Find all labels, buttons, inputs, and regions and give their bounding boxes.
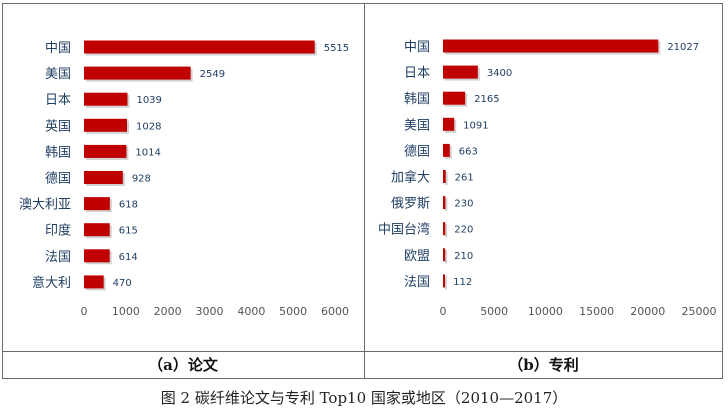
patent-value-label: 663: [459, 146, 478, 157]
paper-bar: [84, 144, 127, 158]
paper-category-label: 中国: [45, 41, 71, 56]
patent-bar: [443, 222, 446, 236]
patent-x-tick-label: 15000: [579, 305, 614, 318]
patent-bar-shadow: [445, 224, 448, 238]
patent-bar: [443, 196, 446, 210]
patent-value-label: 1091: [463, 120, 488, 131]
paper-bar: [84, 118, 128, 132]
patent-category-label: 欧盟: [404, 249, 430, 264]
paper-category-label: 德国: [45, 172, 71, 187]
patent-value-label: 261: [455, 173, 474, 184]
patent-bar-shadow: [445, 250, 448, 264]
patent-bar-shadow: [445, 172, 448, 185]
patent-category-label: 加拿大: [391, 170, 430, 186]
paper-bar: [84, 275, 104, 289]
patent-bar-shadow: [445, 276, 447, 290]
patent-x-tick-label: 10000: [528, 305, 563, 318]
paper-bar: [84, 171, 123, 184]
paper-x-tick-label: 4000: [237, 305, 265, 318]
chart-papers: 中国 5515 美国 2549 日本 1039 英国 1028 韩国 1014 德国 928 澳大利亚 6…: [19, 40, 349, 318]
patent-value-label: 2165: [474, 94, 499, 105]
paper-value-label: 1028: [136, 121, 161, 132]
patent-value-label: 210: [454, 251, 473, 262]
patent-category-label: 德国: [404, 144, 430, 159]
paper-value-label: 615: [119, 226, 138, 237]
patent-x-tick-label: 0: [440, 305, 447, 318]
paper-x-tick-label: 1000: [112, 305, 140, 318]
patent-bar: [443, 39, 659, 53]
patent-bar: [443, 248, 446, 262]
paper-bar: [84, 40, 315, 54]
patent-bar: [443, 274, 445, 288]
paper-value-label: 928: [132, 174, 151, 185]
patent-bar: [443, 65, 478, 79]
patent-category-label: 韩国: [404, 92, 430, 107]
paper-value-label: 5515: [324, 43, 349, 54]
paper-category-label: 意大利: [32, 275, 71, 291]
patent-x-tick-label: 25000: [682, 305, 717, 318]
paper-value-label: 470: [113, 278, 132, 289]
patent-category-label: 法国: [404, 275, 430, 290]
patent-category-label: 俄罗斯: [391, 197, 430, 212]
paper-x-tick-label: 6000: [321, 305, 349, 318]
figure-caption: 图 2 碳纤维论文与专利 Top10 国家或地区（2010—2017）: [160, 389, 568, 407]
paper-x-tick-label: 2000: [154, 305, 182, 318]
paper-category-label: 美国: [45, 67, 71, 82]
figure-frame: [2, 3, 723, 379]
paper-value-label: 1039: [136, 95, 161, 106]
panel-b-title: （b）专利: [508, 356, 579, 374]
paper-bar: [84, 66, 191, 80]
paper-x-tick-label: 0: [81, 305, 88, 318]
paper-category-label: 法国: [45, 250, 71, 265]
paper-category-label: 韩国: [45, 145, 71, 160]
panel-divider-vertical: [364, 3, 365, 379]
patent-value-label: 3400: [487, 68, 512, 79]
paper-bar: [84, 249, 110, 263]
patent-value-label: 220: [454, 225, 473, 236]
patent-value-label: 21027: [667, 42, 699, 53]
patent-bar: [443, 143, 450, 157]
patent-category-label: 美国: [404, 118, 430, 133]
patent-value-label: 112: [453, 277, 472, 288]
chart-patents: 中国 21027 日本 3400 韩国 2165 美国 1091 德国 663 加拿大 261 俄罗斯 2…: [378, 39, 717, 318]
patent-x-tick-label: 20000: [630, 305, 665, 318]
panel-a-title: （a）论文: [148, 356, 218, 374]
paper-bar: [84, 197, 110, 211]
paper-category-label: 日本: [45, 93, 71, 108]
paper-category-label: 澳大利亚: [19, 197, 71, 213]
paper-x-tick-label: 3000: [196, 305, 224, 318]
patent-bar: [443, 91, 466, 105]
paper-bar: [84, 223, 110, 237]
paper-value-label: 614: [119, 252, 138, 263]
patent-category-label: 中国: [404, 40, 430, 55]
paper-category-label: 英国: [45, 119, 71, 134]
paper-value-label: 1014: [135, 147, 160, 158]
panel-divider-horizontal: [2, 351, 723, 352]
patent-bar: [443, 117, 455, 131]
patent-category-label: 日本: [404, 66, 430, 81]
paper-x-tick-label: 5000: [279, 305, 307, 318]
patent-bar: [443, 170, 446, 183]
patent-value-label: 230: [454, 199, 473, 210]
paper-category-label: 印度: [45, 223, 71, 239]
patent-x-tick-label: 5000: [480, 305, 508, 318]
patent-category-label: 中国台湾: [378, 222, 430, 238]
paper-value-label: 618: [119, 200, 138, 211]
paper-value-label: 2549: [200, 69, 225, 80]
patent-bar-shadow: [445, 198, 448, 212]
paper-bar: [84, 92, 128, 106]
